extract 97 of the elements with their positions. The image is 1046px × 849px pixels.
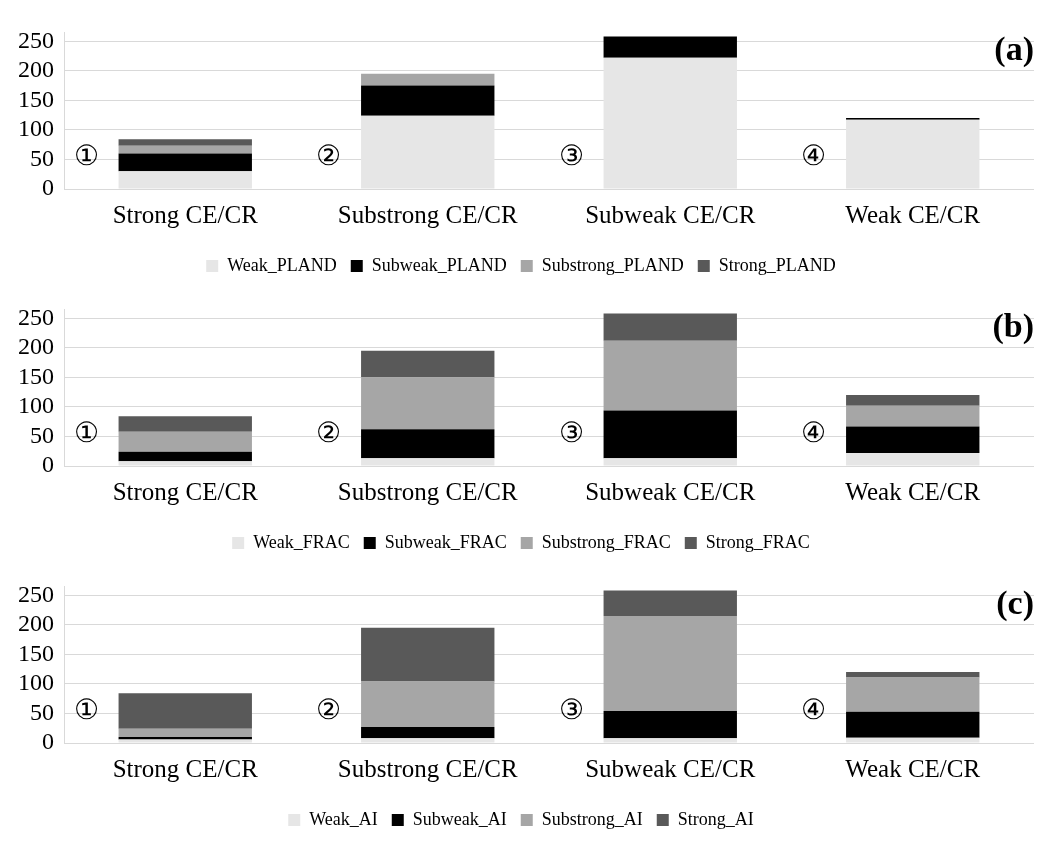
x-tick-label: Weak CE/CR [845, 754, 981, 782]
bar [118, 139, 252, 146]
bar [361, 627, 495, 682]
bar [361, 458, 495, 466]
bar [846, 426, 980, 453]
y-tick-label: 0 [42, 728, 54, 755]
x-tick-label: Substrong CE/CR [337, 200, 519, 228]
bar [118, 171, 252, 189]
bar [361, 115, 495, 189]
bar [118, 431, 252, 452]
bar [361, 738, 495, 743]
chart-title: (c) [996, 584, 1034, 623]
bar [361, 377, 495, 430]
chart-title: (a) [994, 30, 1034, 69]
y-tick-label: 100 [18, 669, 54, 696]
y-tick-label: 150 [18, 362, 54, 389]
x-tick-label: Weak CE/CR [845, 200, 981, 228]
bar [118, 728, 252, 738]
bar [361, 85, 495, 116]
legend-label: Strong_PLAND [718, 254, 836, 275]
annotation: ② [316, 417, 342, 449]
annotation: ③ [558, 417, 584, 449]
bar [603, 340, 737, 411]
y-tick-label: 200 [18, 333, 54, 360]
y-tick-label: 250 [18, 580, 54, 607]
x-tick-label: Substrong CE/CR [337, 754, 519, 782]
bar [846, 672, 980, 678]
legend-label: Weak_FRAC [253, 531, 350, 552]
x-tick-label: Subweak CE/CR [585, 200, 756, 228]
x-tick-label: Strong CE/CR [112, 754, 259, 782]
y-tick-label: 250 [18, 26, 54, 53]
bar [118, 461, 252, 466]
y-tick-label: 0 [42, 174, 54, 201]
legend-label: Subweak_AI [412, 808, 507, 829]
bar [846, 395, 980, 406]
x-tick-label: Substrong CE/CR [337, 477, 519, 505]
x-tick-label: Weak CE/CR [845, 477, 981, 505]
x-tick-label: Subweak CE/CR [585, 477, 756, 505]
bar [603, 590, 737, 616]
legend-label: Strong_AI [677, 808, 754, 829]
y-tick-label: 150 [18, 639, 54, 666]
bar [118, 693, 252, 729]
bar [846, 119, 980, 189]
bar [361, 429, 495, 459]
bar [361, 681, 495, 728]
y-tick-label: 100 [18, 392, 54, 419]
bar [118, 416, 252, 432]
bar [603, 410, 737, 459]
x-tick-label: Strong CE/CR [112, 477, 259, 505]
bar [603, 711, 737, 739]
y-tick-label: 250 [18, 303, 54, 330]
annotation: ① [73, 140, 99, 172]
bar [361, 727, 495, 739]
annotation: ① [73, 417, 99, 449]
x-tick-label: Subweak CE/CR [585, 754, 756, 782]
y-tick-label: 50 [30, 421, 54, 448]
bar [846, 405, 980, 427]
y-tick-label: 0 [42, 451, 54, 478]
annotation: ② [316, 694, 342, 726]
legend-label: Substrong_PLAND [541, 254, 684, 275]
bar [603, 57, 737, 189]
legend-label: Strong_FRAC [705, 531, 810, 552]
bar [846, 711, 980, 738]
legend-label: Weak_AI [309, 808, 378, 829]
annotation: ④ [801, 140, 827, 172]
legend-label: Substrong_AI [541, 808, 643, 829]
chart-title: (b) [992, 307, 1034, 346]
bar [603, 458, 737, 466]
bar [846, 453, 980, 466]
legend-label: Weak_PLAND [227, 254, 337, 275]
y-tick-label: 100 [18, 115, 54, 142]
x-tick-label: Strong CE/CR [112, 200, 259, 228]
legend-label: Substrong_FRAC [541, 531, 671, 552]
annotation: ④ [801, 694, 827, 726]
bar [846, 677, 980, 712]
bar [846, 737, 980, 743]
bar [603, 36, 737, 58]
y-tick-label: 200 [18, 56, 54, 83]
y-tick-label: 50 [30, 698, 54, 725]
annotation: ② [316, 140, 342, 172]
bar [118, 145, 252, 154]
bar [118, 153, 252, 172]
bar [603, 313, 737, 341]
annotation: ③ [558, 694, 584, 726]
bar [603, 615, 737, 712]
annotation: ④ [801, 417, 827, 449]
annotation: ③ [558, 140, 584, 172]
bar [361, 73, 495, 86]
bar [361, 350, 495, 378]
legend-label: Subweak_FRAC [384, 531, 507, 552]
legend-label: Subweak_PLAND [371, 254, 507, 275]
y-tick-label: 50 [30, 144, 54, 171]
bar [603, 738, 737, 743]
bar [118, 451, 252, 462]
y-tick-label: 200 [18, 610, 54, 637]
annotation: ① [73, 694, 99, 726]
y-tick-label: 150 [18, 85, 54, 112]
